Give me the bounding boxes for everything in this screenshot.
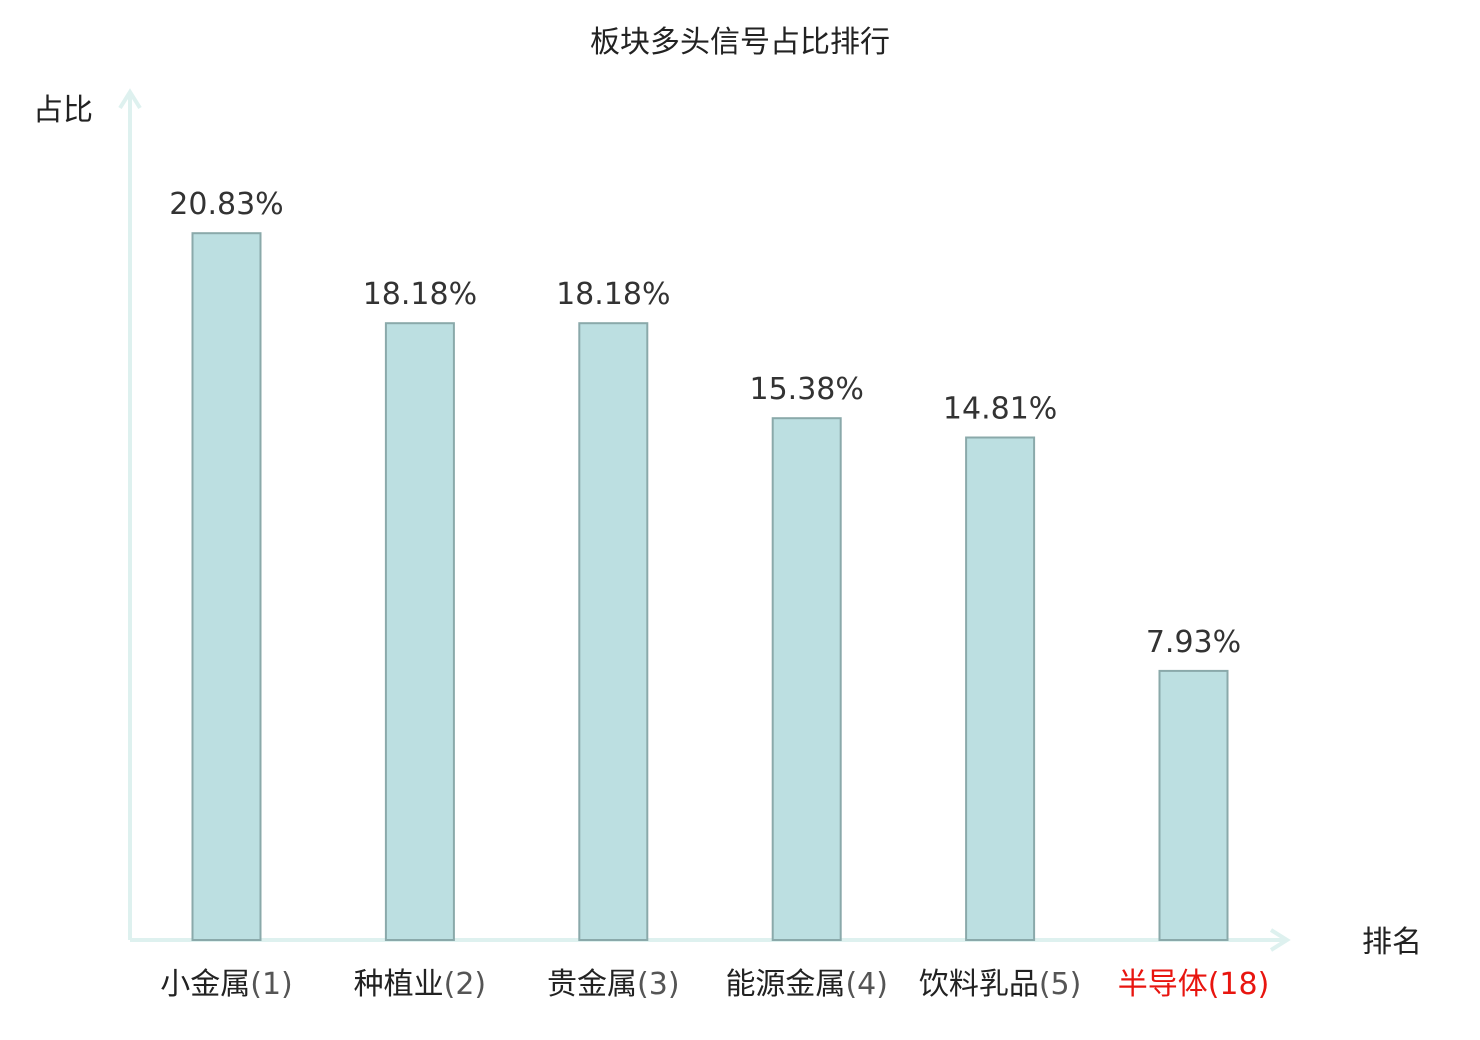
category-name: 半导体 bbox=[1118, 967, 1208, 1002]
category-label: 种植业(2) bbox=[354, 967, 487, 1002]
category-rank: (1) bbox=[250, 967, 293, 1002]
category-label: 小金属(1) bbox=[160, 967, 293, 1002]
x-axis-label: 排名 bbox=[1362, 925, 1422, 960]
category-label: 饮料乳品(5) bbox=[919, 967, 1082, 1002]
bar-value-label: 18.18% bbox=[363, 277, 477, 312]
bar bbox=[1158, 669, 1229, 942]
bar bbox=[384, 322, 455, 941]
category-rank: (18) bbox=[1208, 967, 1270, 1002]
category-name: 饮料乳品 bbox=[919, 967, 1039, 1002]
category-name: 小金属 bbox=[160, 967, 250, 1002]
bar-value-label: 14.81% bbox=[943, 392, 1057, 427]
bar-value-label: 18.18% bbox=[556, 277, 670, 312]
category-rank: (5) bbox=[1039, 967, 1082, 1002]
x-axis bbox=[130, 928, 1291, 952]
bar-value-label: 20.83% bbox=[169, 187, 283, 222]
category-name: 贵金属 bbox=[547, 967, 637, 1002]
category-name: 种植业 bbox=[354, 967, 444, 1002]
y-axis bbox=[118, 88, 142, 940]
category-labels: 小金属(1) 种植业(2) 贵金属(3) 能源金属(4) 饮料乳品(5) 半导体(18) bbox=[160, 967, 1269, 1002]
category-name: 能源金属 bbox=[725, 967, 845, 1002]
bar bbox=[578, 322, 649, 941]
category-label: 贵金属(3) bbox=[547, 967, 680, 1002]
bars bbox=[191, 232, 1229, 942]
bar-value-label: 15.38% bbox=[750, 372, 864, 407]
y-axis-label: 占比 bbox=[33, 93, 93, 128]
bar bbox=[771, 417, 842, 941]
category-rank: (3) bbox=[637, 967, 680, 1002]
chart-title: 板块多头信号占比排行 bbox=[590, 25, 890, 60]
bar bbox=[965, 436, 1036, 941]
category-label: 半导体(18) bbox=[1118, 967, 1270, 1002]
value-labels: 20.83% 18.18% 18.18% 15.38% 14.81% 7.93% bbox=[169, 187, 1241, 660]
category-label: 能源金属(4) bbox=[725, 967, 888, 1002]
category-rank: (4) bbox=[845, 967, 888, 1002]
bar bbox=[191, 232, 262, 941]
category-rank: (2) bbox=[444, 967, 487, 1002]
bar-value-label: 7.93% bbox=[1146, 625, 1241, 660]
